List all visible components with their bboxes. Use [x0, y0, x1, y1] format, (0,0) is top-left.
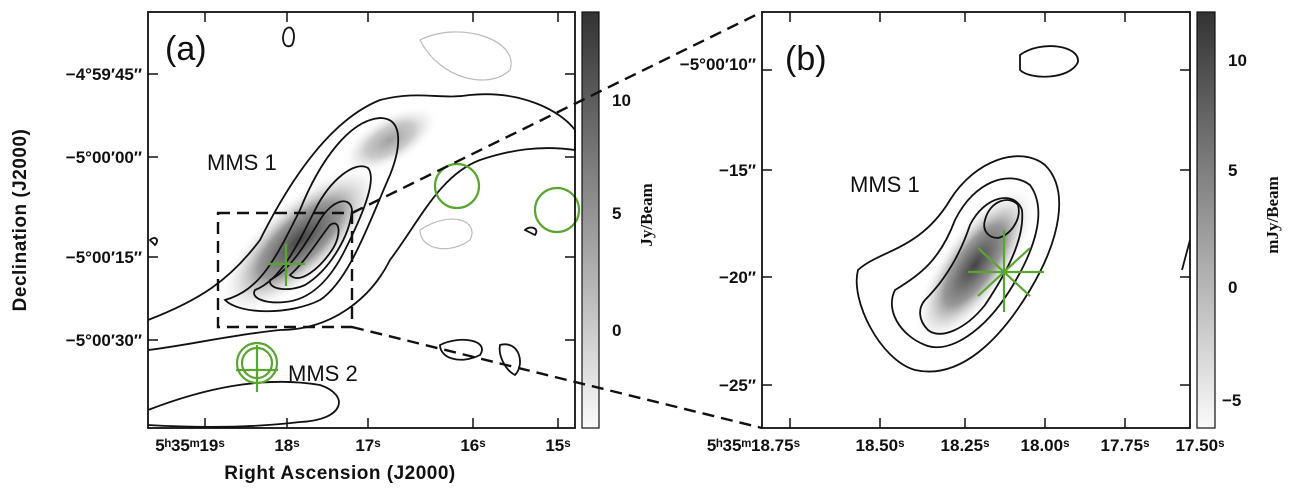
source-label: MMS 2: [288, 361, 358, 386]
y-tick-label: −15″: [719, 161, 756, 180]
colorbar-title: mJy/Beam: [1263, 176, 1282, 253]
colorbar-tick-label: −5: [1222, 391, 1241, 410]
panel-label: (a): [165, 30, 207, 68]
contour: [1182, 240, 1190, 270]
x-tick-label: 17.50ˢ: [1176, 436, 1225, 455]
x-tick-label: 5ʰ35ᵐ19ˢ: [155, 436, 225, 455]
source-label: MMS 1: [207, 150, 277, 175]
x-tick-label: 18.50ˢ: [856, 436, 905, 455]
colorbar: [1197, 12, 1215, 428]
source-label: MMS 1: [850, 172, 920, 197]
x-tick-label: 15ˢ: [545, 436, 570, 455]
y-tick-label: −4°59′45″: [66, 65, 142, 84]
colorbar-tick-label: 0: [612, 321, 621, 340]
colorbar: [582, 12, 599, 428]
panel-label: (b): [785, 40, 827, 78]
colorbar-tick-label: 10: [1228, 51, 1247, 70]
contour: [1020, 46, 1078, 77]
colorbar-tick-label: 0: [1228, 278, 1237, 297]
figure: (a) MMS 1 MMS 2 −4°59′45″ −5°00′00″ −5°0…: [0, 0, 1293, 491]
y-axis-title: Declination (J2000): [10, 129, 31, 312]
x-tick-label: 17ˢ: [355, 436, 380, 455]
colorbar-tick-label: 5: [612, 204, 621, 223]
y-tick-label: −25″: [719, 376, 756, 395]
x-tick-label: 5ʰ35ᵐ18.75ˢ: [707, 436, 800, 455]
x-tick-label: 17.75ˢ: [1101, 436, 1150, 455]
x-tick-label: 16ˢ: [460, 436, 485, 455]
source-marker: [435, 164, 479, 208]
x-tick-label: 18.25ˢ: [941, 436, 990, 455]
x-axis-title: Right Ascension (J2000): [224, 463, 455, 484]
colorbar-title: Jy/Beam: [637, 183, 656, 246]
y-tick-label: −5°00′10″: [680, 55, 756, 74]
y-tick-label: −5°00′00″: [66, 148, 142, 167]
zoom-lines: [352, 12, 762, 428]
x-tick-label: 18ˢ: [274, 436, 299, 455]
colorbar-tick-label: 10: [612, 91, 631, 110]
source-marker: [535, 188, 579, 232]
y-tick-label: −5°00′15″: [66, 248, 142, 267]
panel-b: (b) MMS 1 −5°00′10″ −15″ −20″ −25″ 5ʰ35ᵐ…: [680, 12, 1282, 455]
x-tick-label: 18.00ˢ: [1021, 436, 1070, 455]
colorbar-tick-label: 5: [1228, 161, 1237, 180]
y-tick-label: −5°00′30″: [66, 331, 142, 350]
contour: [420, 32, 511, 249]
panel-a: (a) MMS 1 MMS 2 −4°59′45″ −5°00′00″ −5°0…: [10, 0, 1000, 484]
y-tick-label: −20″: [719, 268, 756, 287]
